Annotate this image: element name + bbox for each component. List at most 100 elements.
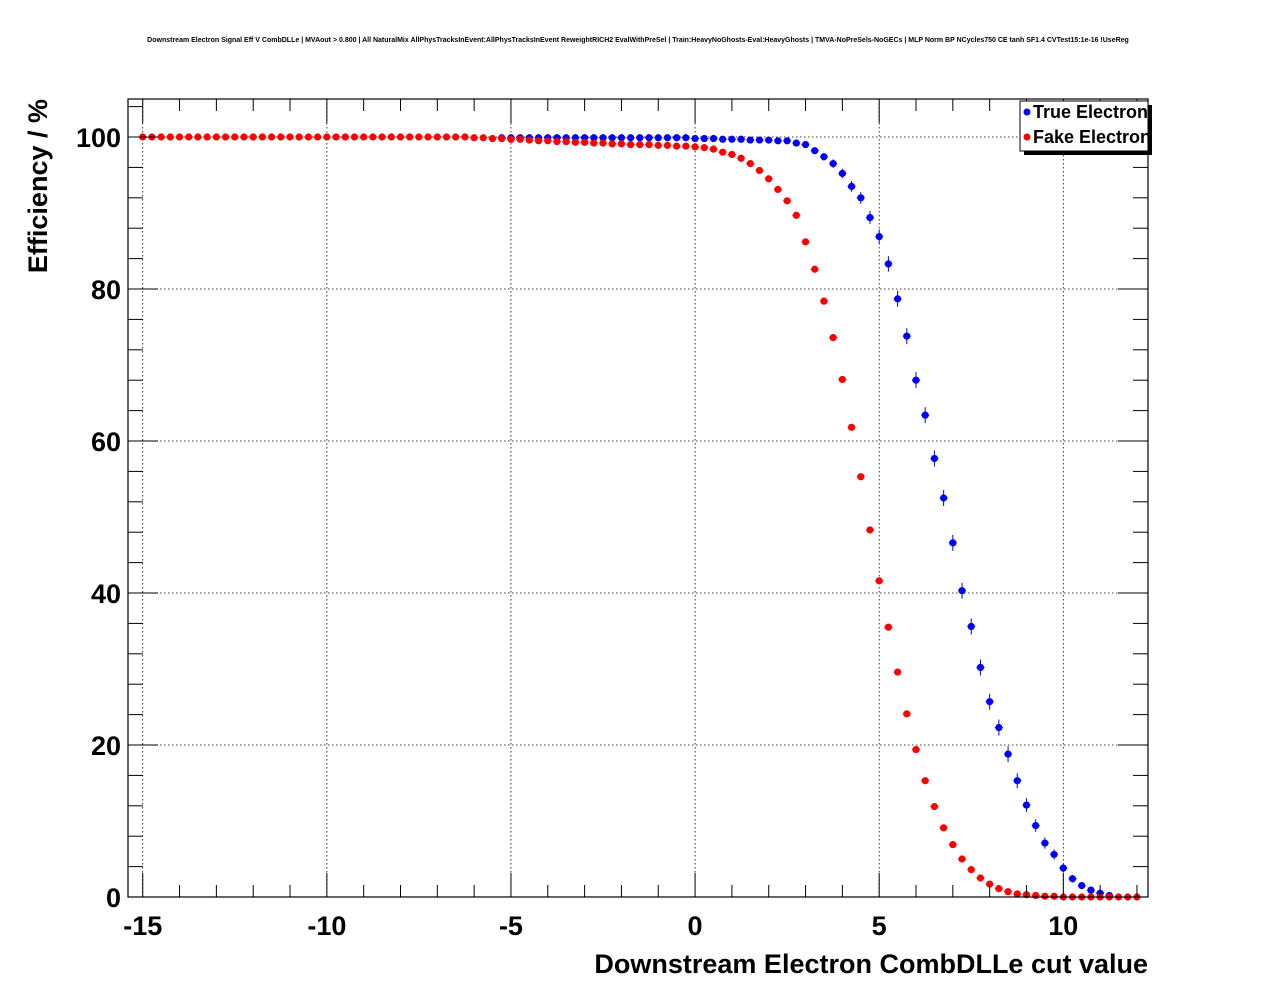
data-point [765,175,773,183]
data-point [461,133,469,141]
data-point [884,260,892,268]
data-point [765,136,773,144]
data-point [811,265,819,273]
data-point [894,668,902,676]
data-point [866,213,874,222]
data-point [332,133,340,141]
data-point [1013,890,1021,898]
y-tick-label: 40 [91,579,121,609]
data-point [847,423,856,431]
legend-marker-true-electron [1023,108,1031,116]
data-point [949,840,957,849]
data-point [930,802,939,811]
data-point [1050,850,1058,859]
data-point [507,135,515,143]
data-point [498,134,506,143]
data-point [590,134,598,142]
data-point [562,137,570,146]
data-point [608,140,616,148]
data-point [240,133,248,141]
data-point [709,145,718,153]
data-point [599,139,607,147]
data-point [829,160,837,168]
data-point [986,698,994,706]
data-point [673,134,681,142]
data-point [442,133,451,141]
data-point [995,885,1003,893]
data-point [617,134,626,142]
data-point [838,375,846,384]
data-point [1004,750,1012,758]
y-tick-label: 60 [91,427,121,457]
data-point [212,133,220,141]
data-point [976,663,985,672]
data-point [369,133,377,141]
data-point [875,577,883,585]
data-point [709,134,718,143]
data-point [912,745,920,754]
data-point [820,297,828,305]
data-point [829,334,837,342]
data-point [406,133,414,141]
data-point [581,138,589,146]
legend: True Electron Fake Electron [1019,100,1152,155]
data-point [599,134,607,142]
data-point [295,133,303,141]
data-point [967,866,975,874]
legend-label-fake-electron: Fake Electron [1033,127,1151,147]
data-point [415,133,423,141]
data-point [903,710,911,718]
data-point [940,494,948,502]
data-point [488,134,497,143]
data-point [719,135,727,143]
data-point [424,133,432,141]
x-tick-label: -15 [123,911,162,941]
data-point [673,142,681,150]
data-point [755,166,764,175]
series-true-electron [497,134,1114,900]
data-point [838,169,846,178]
data-point [792,139,800,147]
data-point [194,133,202,141]
data-point [1087,886,1095,894]
data-point [314,133,322,141]
x-tick-label: 0 [688,911,703,941]
x-tick-label: 5 [872,911,887,941]
data-point [645,134,653,142]
data-point [1041,892,1049,900]
data-point [627,134,635,142]
data-point [516,135,524,143]
data-point [783,197,791,205]
data-point [323,133,331,141]
data-point [470,134,478,142]
data-point [544,137,552,145]
data-point [396,133,405,141]
data-point [857,194,865,202]
y-axis-label: Efficiency / % [23,99,53,273]
axis-ticks [128,99,1148,898]
y-tick-label: 0 [106,883,121,913]
x-tick-label: -5 [499,911,523,941]
data-point [737,154,745,162]
data-point [774,185,782,194]
data-point [304,133,313,141]
data-point [571,138,580,146]
data-point [820,153,828,161]
data-point [746,136,754,144]
y-tick-label: 80 [91,275,121,305]
data-point [1068,875,1077,883]
data-point [921,411,929,419]
legend-label-true-electron: True Electron [1033,102,1148,122]
data-point [1004,888,1012,896]
data-point [360,133,368,141]
data-point [590,139,598,147]
legend-box [1019,100,1149,152]
data-point [847,182,856,190]
y-tick-label: 20 [91,731,121,761]
data-point [958,855,966,863]
data-point [636,134,644,142]
data-point [940,824,948,832]
data-point [1050,892,1058,900]
data-point [976,874,985,882]
data-point [691,134,699,143]
